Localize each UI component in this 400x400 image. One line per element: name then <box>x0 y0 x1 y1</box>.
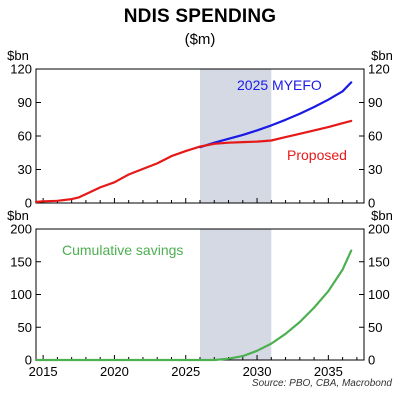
y-tick-label-left: 90 <box>18 95 32 110</box>
chart-subtitle: ($m) <box>184 31 216 48</box>
y-tick-label-left: 200 <box>10 222 32 237</box>
y-tick-label-left: 150 <box>10 254 32 269</box>
y-tick-label-right: 200 <box>368 222 390 237</box>
x-tick-label: 2015 <box>29 364 58 379</box>
x-tick-label: 2025 <box>171 364 200 379</box>
y-tick-label-right: 50 <box>368 320 382 335</box>
y-tick-label-left: 100 <box>10 287 32 302</box>
y-tick-label-right: 30 <box>368 162 382 177</box>
y-tick-label-right: 90 <box>368 95 382 110</box>
y-tick-label-right: 60 <box>368 129 382 144</box>
y-tick-label-left: 60 <box>18 129 32 144</box>
x-tick-label: 2020 <box>100 364 129 379</box>
series-label-proposed: Proposed <box>287 147 347 163</box>
series-line-2025-myefo <box>198 81 353 149</box>
y-unit-right-1: $bn <box>371 48 393 63</box>
y-tick-label-left: 120 <box>10 62 32 77</box>
y-tick-label-right: 0 <box>368 196 375 211</box>
y-tick-label-left: 50 <box>18 320 32 335</box>
series-line-cumulative-savings <box>34 249 353 362</box>
y-tick-label-right: 0 <box>368 353 375 368</box>
y-tick-label-left: 0 <box>25 353 32 368</box>
y-unit-left-2: $bn <box>7 208 29 223</box>
y-unit-right-2: $bn <box>371 208 393 223</box>
y-tick-label-right: 100 <box>368 287 390 302</box>
y-tick-label-left: 0 <box>25 196 32 211</box>
y-unit-left-1: $bn <box>7 48 29 63</box>
series-label-cumulative-savings: Cumulative savings <box>62 242 183 258</box>
x-tick-label: 2030 <box>243 364 272 379</box>
forecast-shading-2 <box>200 229 272 360</box>
series-label-2025-myefo: 2025 MYEFO <box>237 77 322 93</box>
source-note: Source: PBO, CBA, Macrobond <box>252 378 393 389</box>
y-tick-label-right: 150 <box>368 254 390 269</box>
chart-title: NDIS SPENDING <box>123 6 277 27</box>
x-tick-label: 2035 <box>314 364 343 379</box>
y-tick-label-right: 120 <box>368 62 390 77</box>
y-tick-label-left: 30 <box>18 162 32 177</box>
series-line-proposed <box>34 119 353 203</box>
